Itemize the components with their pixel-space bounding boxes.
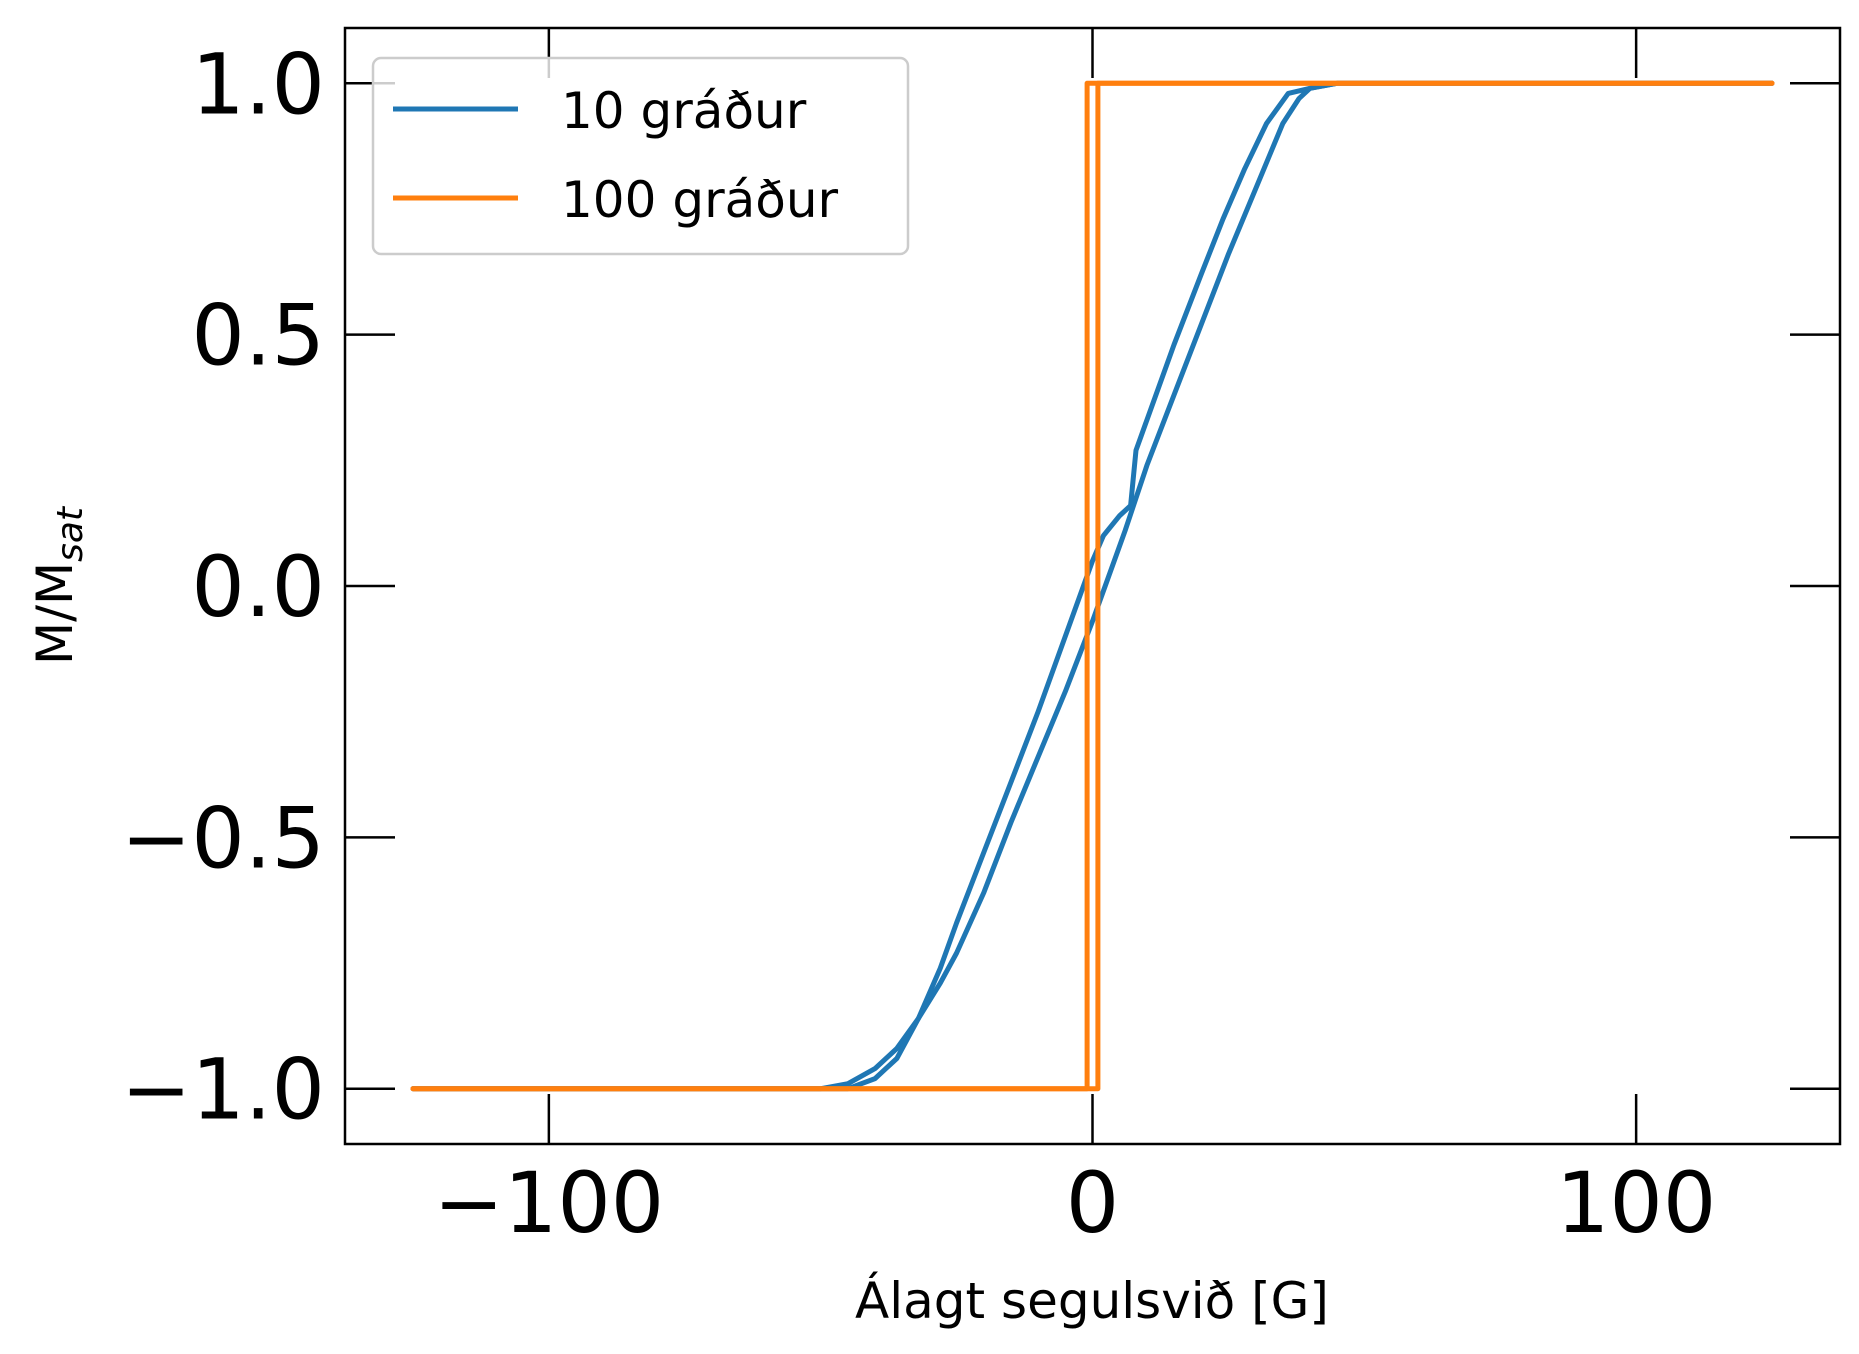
y-tick-label: 1.0: [191, 35, 325, 133]
y-axis-label-subscript: sat: [50, 505, 91, 562]
x-tick-label: 100: [1556, 1154, 1716, 1252]
tick-labels-layer: −100 0 100 −1.0 −0.5 0.0 0.5 1.0: [121, 35, 1716, 1252]
x-tick-label: 0: [1066, 1154, 1119, 1252]
legend-label-series-1: 10 gráður: [561, 82, 807, 140]
y-tick-label: 0.0: [191, 538, 325, 636]
series-2-branch-2-line: [410, 80, 1775, 1092]
y-tick-label: 0.5: [191, 287, 325, 385]
y-axis-label-main: M/M: [26, 562, 84, 665]
x-tick-label: −100: [434, 1154, 665, 1252]
y-tick-label: −0.5: [121, 789, 325, 887]
x-axis-label: Álagt segulsvið [G]: [855, 1271, 1329, 1330]
y-tick-label: −1.0: [121, 1041, 325, 1139]
series-1-branch-2-line: [410, 80, 1775, 1092]
legend: 10 gráður 100 gráður: [371, 56, 910, 256]
series-1-branch-1-line: [410, 80, 1775, 1092]
y-axis-label: M/Msat: [26, 505, 91, 665]
legend-label-series-2: 100 gráður: [561, 171, 839, 229]
series-layer: [410, 80, 1775, 1092]
ticks-layer: [345, 28, 1840, 1144]
